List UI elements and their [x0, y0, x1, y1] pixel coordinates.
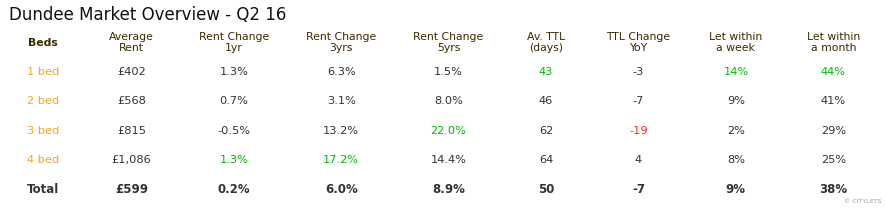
- Text: 1.3%: 1.3%: [219, 155, 249, 165]
- Text: Dundee Market Overview - Q2 16: Dundee Market Overview - Q2 16: [9, 6, 286, 24]
- Text: £1,086: £1,086: [112, 155, 151, 165]
- Text: 2 bed: 2 bed: [27, 96, 59, 106]
- Text: 4: 4: [635, 155, 642, 165]
- Text: 46: 46: [539, 96, 553, 106]
- Text: 9%: 9%: [727, 96, 745, 106]
- Text: 13.2%: 13.2%: [323, 126, 359, 136]
- Text: 29%: 29%: [820, 126, 846, 136]
- Text: Rent Change
3yrs: Rent Change 3yrs: [306, 32, 376, 54]
- Text: 6.0%: 6.0%: [325, 183, 358, 196]
- Text: Average
Rent: Average Rent: [109, 32, 154, 54]
- Text: £402: £402: [117, 67, 146, 77]
- Text: 64: 64: [539, 155, 553, 165]
- Text: 3 bed: 3 bed: [27, 126, 59, 136]
- Text: 17.2%: 17.2%: [323, 155, 359, 165]
- Text: 6.3%: 6.3%: [327, 67, 356, 77]
- Text: 25%: 25%: [820, 155, 846, 165]
- Text: Let within
a week: Let within a week: [709, 32, 763, 54]
- Text: -3: -3: [633, 67, 644, 77]
- Text: 22.0%: 22.0%: [431, 126, 466, 136]
- Text: 4 bed: 4 bed: [27, 155, 59, 165]
- Text: 62: 62: [539, 126, 553, 136]
- Text: Total: Total: [27, 183, 59, 196]
- Text: Let within
a month: Let within a month: [806, 32, 860, 54]
- Text: 3.1%: 3.1%: [327, 96, 356, 106]
- Text: £599: £599: [115, 183, 148, 196]
- Text: -7: -7: [632, 183, 645, 196]
- Text: -0.5%: -0.5%: [218, 126, 250, 136]
- Text: 50: 50: [538, 183, 554, 196]
- Text: -19: -19: [629, 126, 648, 136]
- Text: 43: 43: [539, 67, 553, 77]
- Text: 8.0%: 8.0%: [435, 96, 463, 106]
- Text: 41%: 41%: [820, 96, 846, 106]
- Text: 1 bed: 1 bed: [27, 67, 59, 77]
- Text: Beds: Beds: [28, 38, 58, 48]
- Text: 8.9%: 8.9%: [432, 183, 465, 196]
- Text: 1.3%: 1.3%: [219, 67, 249, 77]
- Text: 2%: 2%: [727, 126, 745, 136]
- Text: Rent Change
5yrs: Rent Change 5yrs: [413, 32, 484, 54]
- Text: 38%: 38%: [820, 183, 847, 196]
- Text: TTL Change
YoY: TTL Change YoY: [606, 32, 671, 54]
- Text: © CITYLETS: © CITYLETS: [844, 199, 881, 204]
- Text: 1.5%: 1.5%: [435, 67, 463, 77]
- Text: 8%: 8%: [727, 155, 745, 165]
- Text: £815: £815: [117, 126, 146, 136]
- Text: 44%: 44%: [820, 67, 846, 77]
- Text: Av. TTL
(days): Av. TTL (days): [527, 32, 565, 54]
- Text: £568: £568: [117, 96, 146, 106]
- Text: 14.4%: 14.4%: [431, 155, 466, 165]
- Text: 9%: 9%: [726, 183, 746, 196]
- Text: 0.2%: 0.2%: [218, 183, 250, 196]
- Text: 14%: 14%: [723, 67, 749, 77]
- Text: Rent Change
1yr: Rent Change 1yr: [199, 32, 269, 54]
- Text: 0.7%: 0.7%: [219, 96, 249, 106]
- Text: -7: -7: [633, 96, 644, 106]
